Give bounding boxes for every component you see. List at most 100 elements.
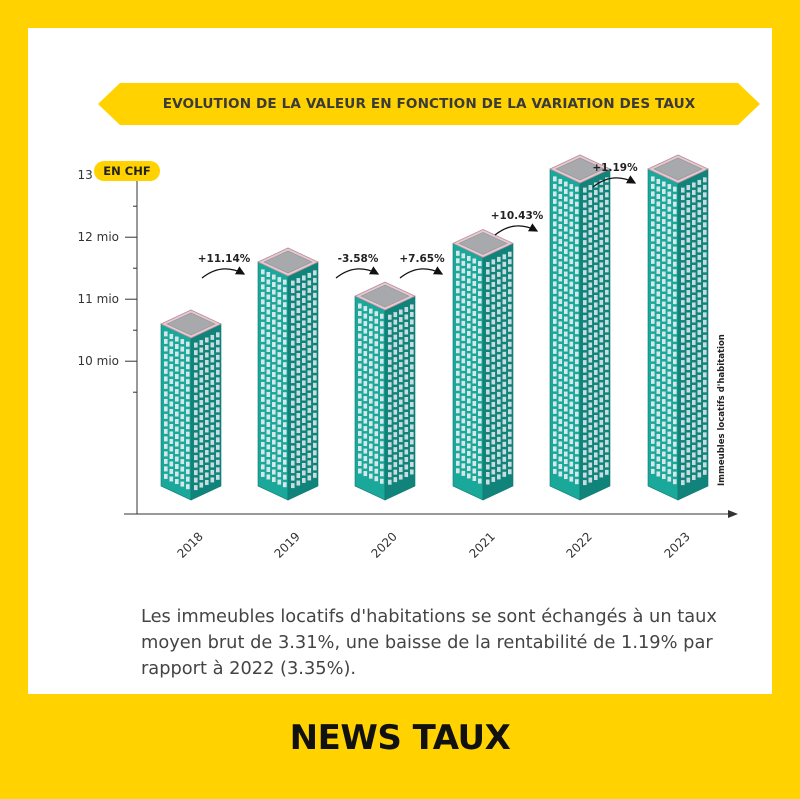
- building-window: [478, 373, 482, 379]
- building-window: [302, 380, 306, 386]
- building-window: [266, 459, 271, 465]
- building-window: [673, 351, 677, 357]
- building-window: [564, 459, 568, 465]
- building-window: [388, 314, 392, 320]
- building-window: [478, 321, 482, 327]
- building-window: [216, 399, 220, 405]
- building-window: [266, 384, 271, 390]
- building-window: [169, 408, 174, 414]
- building-window: [410, 371, 414, 377]
- building-window: [388, 359, 392, 365]
- building-window: [553, 423, 557, 429]
- building-window: [374, 438, 379, 444]
- building-window: [393, 387, 398, 393]
- building-window: [605, 237, 609, 243]
- building-window: [553, 333, 557, 339]
- building-window: [656, 396, 661, 402]
- building-window: [266, 339, 271, 345]
- building-window: [277, 479, 282, 485]
- building-window: [553, 408, 557, 414]
- building-window: [380, 463, 384, 469]
- building-window: [266, 421, 271, 427]
- building-window: [564, 429, 568, 435]
- building-window: [599, 434, 604, 440]
- building-window: [491, 356, 496, 362]
- building-window: [291, 370, 295, 376]
- building-window: [605, 364, 609, 370]
- building-window: [553, 393, 557, 399]
- category-label: 2020: [368, 529, 399, 560]
- building-window: [296, 338, 301, 344]
- building-window: [553, 213, 557, 219]
- building-window: [307, 370, 312, 376]
- building-window: [673, 449, 677, 455]
- building-window: [210, 402, 215, 408]
- building-window: [410, 364, 414, 370]
- building-window: [388, 464, 392, 470]
- building-window: [558, 298, 563, 304]
- building-window: [508, 349, 512, 355]
- building-window: [569, 379, 574, 385]
- building-window: [369, 346, 373, 352]
- building-window: [594, 234, 598, 240]
- building-window: [553, 438, 557, 444]
- building-window: [599, 427, 604, 433]
- building-window: [681, 390, 685, 396]
- building-window: [410, 304, 414, 310]
- building-window: [291, 468, 295, 474]
- building-window: [553, 236, 557, 242]
- building-window: [553, 371, 557, 377]
- building-window: [216, 474, 220, 480]
- building-window: [605, 454, 609, 460]
- building-window: [651, 296, 655, 302]
- building-window: [472, 386, 477, 391]
- building-window: [497, 451, 501, 457]
- building-window: [404, 322, 409, 327]
- building-window: [358, 416, 362, 421]
- building-window: [497, 384, 501, 390]
- building-window: [583, 450, 587, 456]
- building-window: [374, 371, 379, 377]
- building-window: [667, 446, 672, 452]
- building-window: [673, 359, 677, 365]
- building-window: [358, 438, 362, 444]
- building-window: [388, 329, 392, 335]
- building-window: [410, 469, 414, 475]
- building-window: [478, 381, 482, 387]
- building-window: [291, 430, 295, 436]
- building-window: [410, 319, 414, 325]
- building-window: [558, 396, 563, 402]
- building-window: [272, 432, 276, 438]
- building-window: [594, 197, 598, 203]
- building-window: [588, 477, 593, 483]
- building-window: [553, 206, 557, 212]
- building-window: [194, 402, 198, 408]
- building-window: [681, 472, 685, 478]
- building-window: [277, 299, 282, 305]
- building-window: [486, 374, 490, 380]
- building-window: [369, 421, 373, 427]
- building-window: [697, 194, 702, 200]
- building-window: [302, 395, 306, 401]
- building-window: [261, 299, 265, 305]
- building-window: [199, 385, 204, 391]
- building-window: [673, 231, 677, 237]
- building-window: [302, 290, 306, 296]
- building-window: [558, 358, 563, 364]
- building-window: [697, 322, 702, 328]
- building-window: [363, 343, 368, 349]
- building-window: [681, 240, 685, 246]
- building-window: [194, 432, 198, 438]
- building-window: [569, 416, 574, 422]
- building-window: [502, 381, 507, 387]
- building-window: [216, 459, 220, 465]
- building-window: [594, 257, 598, 263]
- building-window: [588, 350, 593, 356]
- building-window: [588, 470, 593, 476]
- building-window: [508, 439, 512, 445]
- building-window: [692, 264, 696, 270]
- building-window: [272, 319, 276, 325]
- building-window: [291, 385, 295, 391]
- building-window: [205, 344, 209, 350]
- building-window: [681, 382, 685, 388]
